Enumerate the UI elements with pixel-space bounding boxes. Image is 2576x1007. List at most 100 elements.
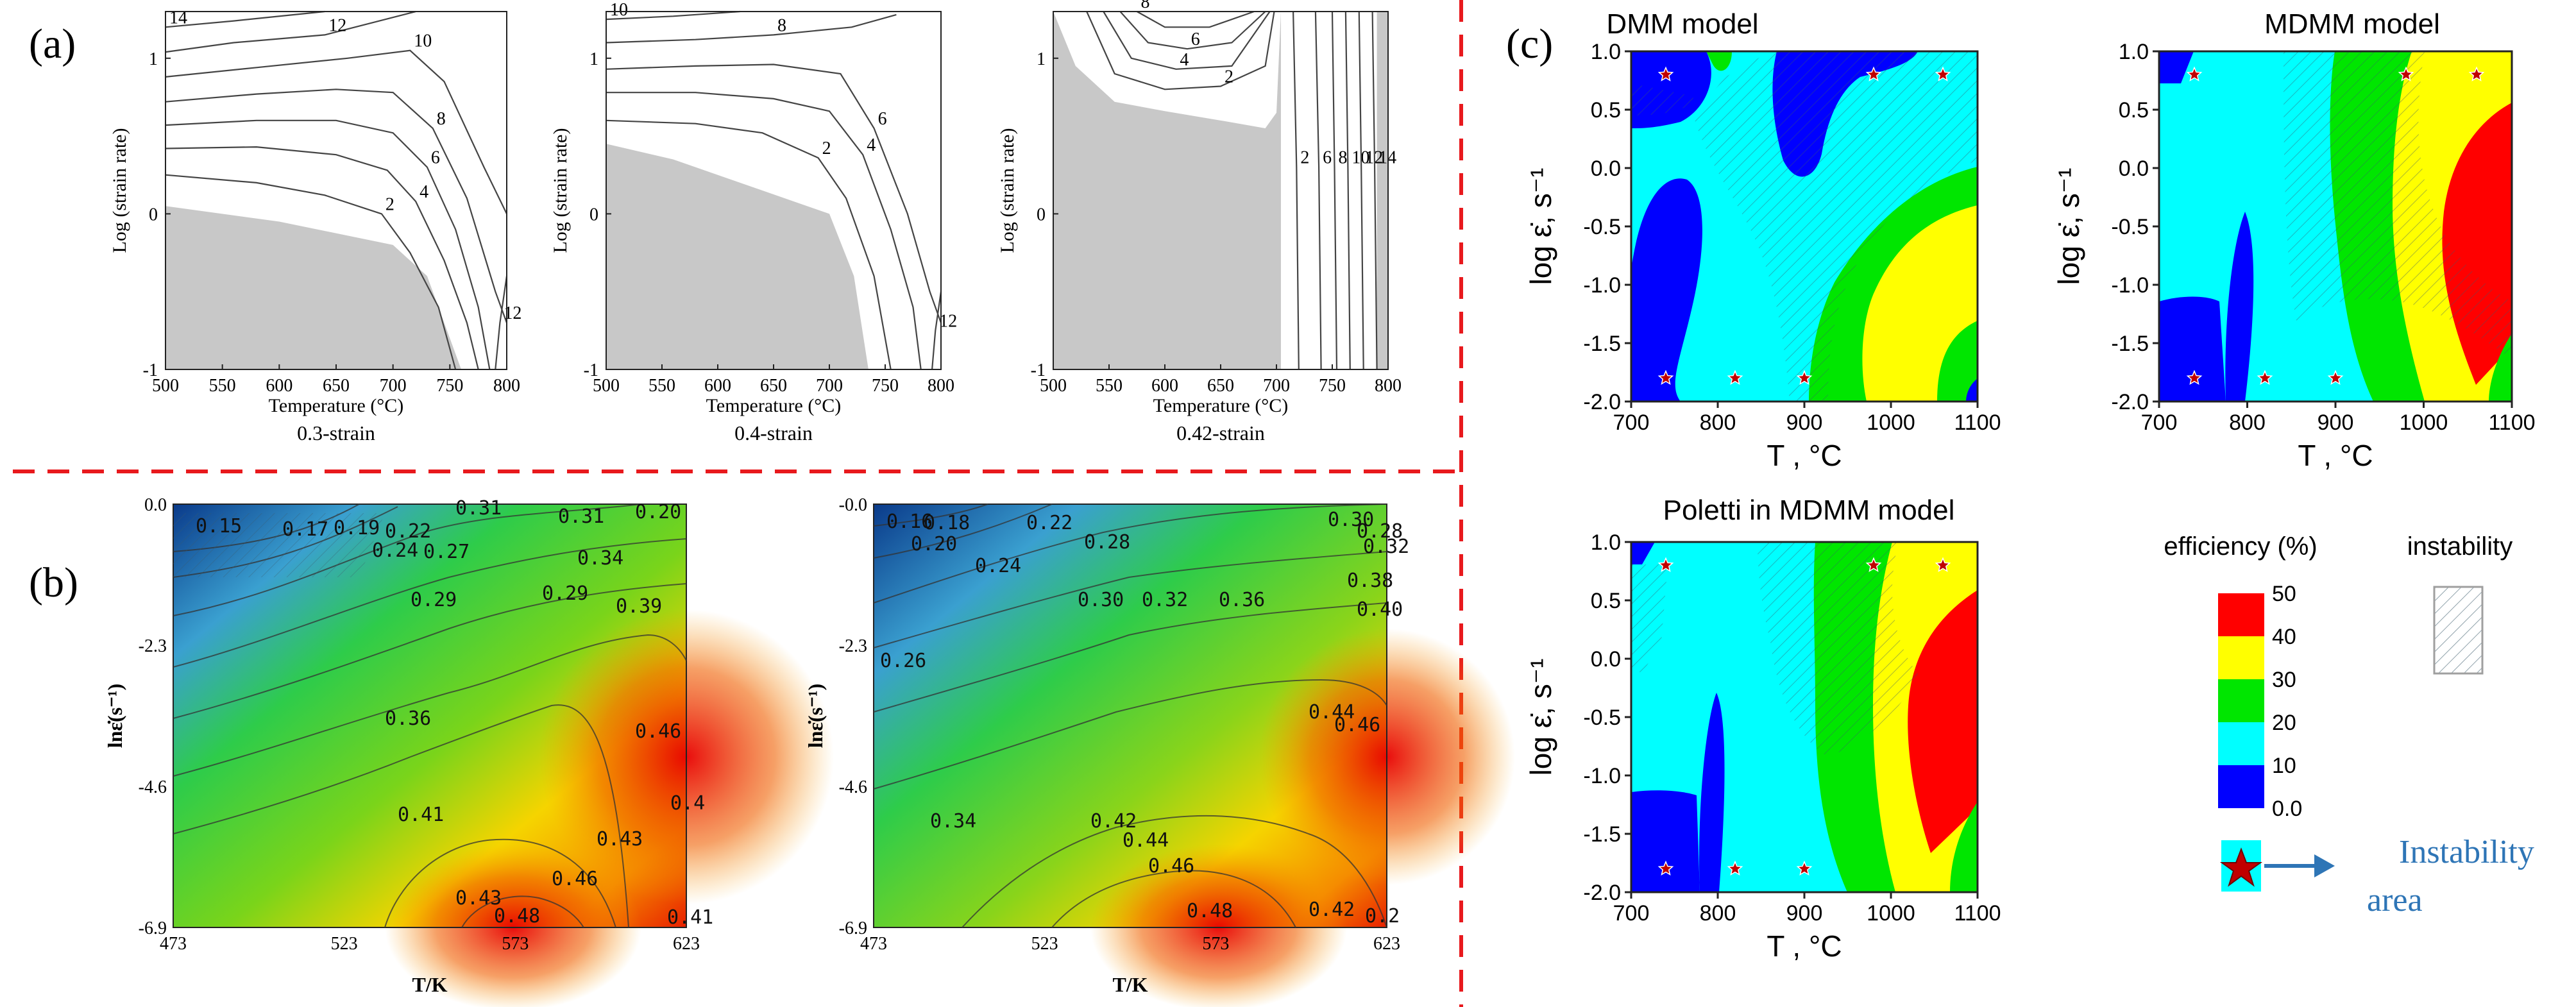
panel-b-chart-2: 0.160.18 0.22 0.20 0.24 0.28 0.26 0.30 0.32 0.36… <box>804 495 1515 1007</box>
c1-xtick-label: 1100 <box>1954 410 2001 435</box>
b2-contour-label: 0.46 <box>1334 714 1380 736</box>
b1-frame <box>173 504 687 928</box>
b1-xtick-label: 573 <box>502 934 529 954</box>
b2-contour-label: 0.2 <box>1365 905 1400 927</box>
c2-xtick-label: 900 <box>2318 410 2354 435</box>
a2-xtick-label: 750 <box>872 376 899 396</box>
c3-xtick-label: 700 <box>1613 901 1650 926</box>
b2-ytick-label: -0.0 <box>839 495 867 515</box>
c3-xtick-label: 900 <box>1786 901 1823 926</box>
c2-instability-star <box>2398 66 2414 81</box>
a1-contour-line <box>165 89 508 323</box>
legend-level-label: 40 <box>2272 625 2296 649</box>
legend-level-label: 10 <box>2272 754 2296 778</box>
a3-contour-line <box>1086 11 1275 90</box>
a3-xtick-label: 550 <box>1096 376 1123 396</box>
c3-xtick-label: 800 <box>1700 901 1736 926</box>
a2-contour-label: 2 <box>822 139 831 158</box>
b2-xtick-label: 623 <box>1373 934 1400 954</box>
c2-ytick-label: -1.5 <box>2111 332 2149 356</box>
c1-instability-star <box>1657 369 1674 385</box>
legend-instability-area-line1: Instability <box>2399 834 2534 870</box>
c3-chart: Poletti in MDMM model 700 800 900 1000 1100 1… <box>1524 495 2001 963</box>
a2-contour-label: 6 <box>878 109 887 129</box>
c1-ytick-label: 0.0 <box>1591 157 1621 181</box>
b1-contour-label: 0.29 <box>411 589 457 611</box>
b2-contour-label: 0.22 <box>1026 512 1072 534</box>
c2-title: MDMM model <box>2264 8 2440 40</box>
c2-ylabel: log ε̇, s⁻¹ <box>2052 168 2085 285</box>
b1-contour-label: 0.20 <box>635 501 681 523</box>
a1-xtick-label: 700 <box>380 376 407 396</box>
b2-contour-label: 0.28 <box>1357 520 1403 543</box>
b1-ytick-label: -6.9 <box>139 918 167 938</box>
b1-hot-spot-bottom <box>385 844 641 1007</box>
legend-efficiency-title: efficiency (%) <box>2164 532 2317 561</box>
b1-contour-label: 0.22 <box>385 520 431 543</box>
a1-contour-line <box>165 10 416 53</box>
a1-contour-label: 2 <box>386 194 394 214</box>
a3-contour-label: 6 <box>1191 30 1200 49</box>
legend-arrow-head <box>2314 854 2335 877</box>
c2-instability-star <box>2468 66 2485 81</box>
a1-instability-region <box>165 206 462 369</box>
panel-b-chart-1: 0.15 0.17 0.19 0.22 0.31 0.31 0.20 0.24 0.27 0.34… <box>103 495 834 1007</box>
c2-region-blue-spike <box>2225 212 2254 402</box>
a2-xtick-label: 550 <box>648 376 675 396</box>
c3-ytick-label: -2.0 <box>1583 881 1621 905</box>
a2-contour-label: 8 <box>777 15 786 35</box>
a3-xtick-label: 650 <box>1207 376 1234 396</box>
a3-title: 0.42-strain <box>1176 421 1265 444</box>
a1-contour-label: 12 <box>328 15 346 35</box>
c3-region-blue-spike <box>1699 693 1725 892</box>
c2-instability-star <box>2327 369 2344 385</box>
legend-level-label: 50 <box>2272 582 2296 606</box>
c3-title: Poletti in MDMM model <box>1663 495 1955 526</box>
a1-ytick-label: 1 <box>149 49 158 69</box>
c3-ytick-label: -1.0 <box>1583 764 1621 788</box>
a1-contour-label: 14 <box>169 8 187 28</box>
a3-instability-region-right <box>1377 12 1388 369</box>
b2-contour-label: 0.18 <box>924 512 970 534</box>
b2-contour-label: 0.30 <box>1328 509 1374 531</box>
c3-ytick-label: -0.5 <box>1583 706 1621 730</box>
a1-xlabel: Temperature (°C) <box>269 395 404 416</box>
legend-star-icon <box>2219 847 2263 887</box>
a2-contour-line <box>606 10 740 21</box>
c2-instability-star <box>2186 369 2203 385</box>
c2-ytick-label: -1.0 <box>2111 273 2149 298</box>
a3-contour-line <box>1331 11 1338 370</box>
c3-instability-star <box>1796 860 1813 876</box>
b1-contour-label: 0.15 <box>196 515 242 537</box>
a2-contour-line <box>606 119 892 370</box>
b2-contour-label: 0.20 <box>911 533 957 555</box>
b2-hot-spot-bottom <box>1090 844 1347 1007</box>
c1-ytick-label: 0.5 <box>1591 98 1621 123</box>
c3-region-blue-left <box>1631 790 1700 892</box>
a2-xtick-label: 500 <box>593 376 620 396</box>
legend-level-label: 0.0 <box>2272 797 2302 821</box>
a3-xtick-label: 600 <box>1151 376 1178 396</box>
b2-ytick-label: -4.6 <box>839 777 867 797</box>
a3-contour-label: 2 <box>1224 67 1233 87</box>
a1-ytick-label: -1 <box>143 360 158 380</box>
b2-contour-label: 0.30 <box>1078 589 1124 611</box>
a3-instability-region <box>1053 12 1281 369</box>
c3-xtick-label: 1100 <box>1954 901 2001 926</box>
c1-ytick-label: -1.5 <box>1583 332 1621 356</box>
a1-contour-line <box>165 49 507 214</box>
b2-contour-label: 0.34 <box>930 810 976 833</box>
b1-ylabel: lnε̇(s⁻¹) <box>103 684 126 749</box>
b1-ytick-label: 0.0 <box>144 495 167 515</box>
c1-region-blue-corner <box>1966 378 1978 402</box>
a2-contour-line <box>931 291 942 370</box>
c3-ytick-label: -1.5 <box>1583 822 1621 847</box>
b1-instability-hatch <box>173 513 385 577</box>
b1-contour-label: 0.43 <box>455 887 502 910</box>
c2-xlabel: T , °C <box>2298 439 2373 472</box>
legend-level-label: 30 <box>2272 668 2296 692</box>
a3-xtick-label: 700 <box>1263 376 1290 396</box>
b2-xtick-label: 473 <box>860 934 887 954</box>
